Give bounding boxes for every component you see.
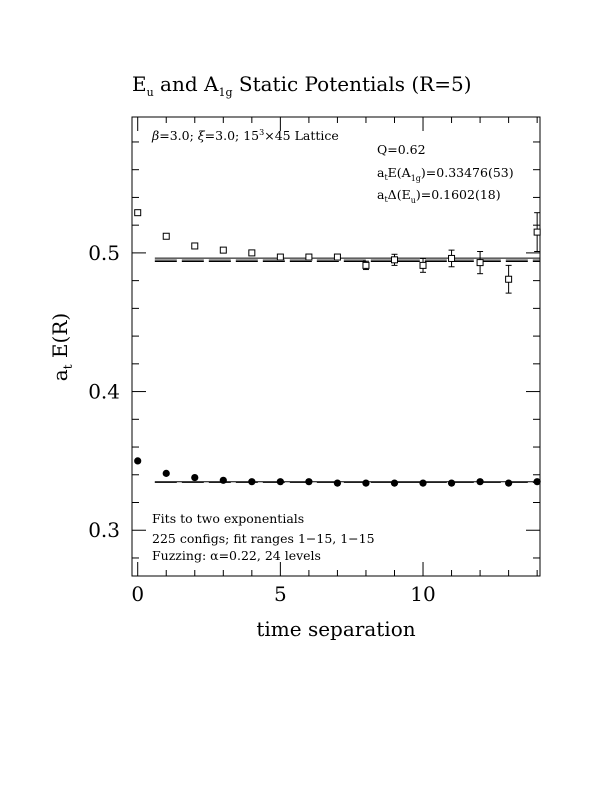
x-tick-label: 0: [131, 582, 144, 606]
square-marker: [505, 275, 513, 283]
circle-marker: [533, 478, 541, 486]
circle-marker: [419, 479, 427, 487]
circle-marker: [191, 473, 199, 482]
circle-marker: [362, 479, 370, 487]
square-marker: [219, 246, 227, 254]
square-marker: [191, 242, 199, 250]
square-marker: [533, 228, 541, 236]
circle-marker: [276, 478, 284, 486]
circle-marker: [447, 479, 456, 487]
square-marker: [419, 261, 427, 269]
circle-marker: [390, 479, 399, 487]
circle-marker: [333, 479, 342, 487]
plot-frame: [131, 116, 541, 577]
square-marker: [362, 261, 370, 269]
x-tick-label: 10: [410, 582, 435, 606]
square-marker: [448, 254, 456, 262]
fit-note-line-2: 225 configs; fit ranges 1−15, 1−15: [152, 531, 375, 546]
y-tick-label: 0.4: [88, 380, 120, 404]
circle-marker: [162, 469, 170, 477]
square-marker: [390, 256, 398, 264]
x-tick-label: 5: [274, 582, 287, 606]
fit-lines: [154, 257, 540, 483]
q-annotation: Q=0.62: [377, 142, 426, 157]
y-tick-label: 0.5: [88, 241, 120, 265]
fit-note-line-1: Fits to two exponentials: [152, 511, 304, 526]
square-marker: [333, 253, 341, 261]
chart-title: Eu and A1g Static Potentials (R=5): [132, 72, 472, 99]
y-axis-label: at E(R): [48, 313, 75, 381]
circle-marker: [248, 478, 256, 486]
y-tick-label: 0.3: [88, 518, 120, 542]
square-marker: [134, 209, 142, 217]
axis-ticks: [132, 117, 540, 576]
fit-note-line-3: Fuzzing: α=0.22, 24 levels: [152, 548, 321, 563]
circle-marker: [305, 478, 313, 486]
x-axis-label: time separation: [256, 617, 415, 641]
circle-marker: [505, 479, 513, 487]
square-marker: [162, 232, 170, 240]
circle-marker: [476, 478, 484, 486]
square-marker: [248, 249, 256, 257]
circle-marker: [134, 457, 142, 465]
circle-marker: [219, 476, 227, 484]
lattice-annotation: β=3.0; ξ=3.0; 153×45 Lattice: [151, 128, 339, 143]
gap-annotation: atΔ(Eu)=0.1602(18): [377, 187, 501, 205]
data-points: [134, 209, 541, 487]
axis-tick-labels: 0 5 10 0.3 0.4 0.5: [88, 241, 436, 606]
square-marker: [276, 253, 284, 261]
square-marker: [305, 253, 313, 261]
square-marker: [476, 259, 484, 267]
energy-annotation: atE(A1g)=0.33476(53): [377, 165, 514, 183]
